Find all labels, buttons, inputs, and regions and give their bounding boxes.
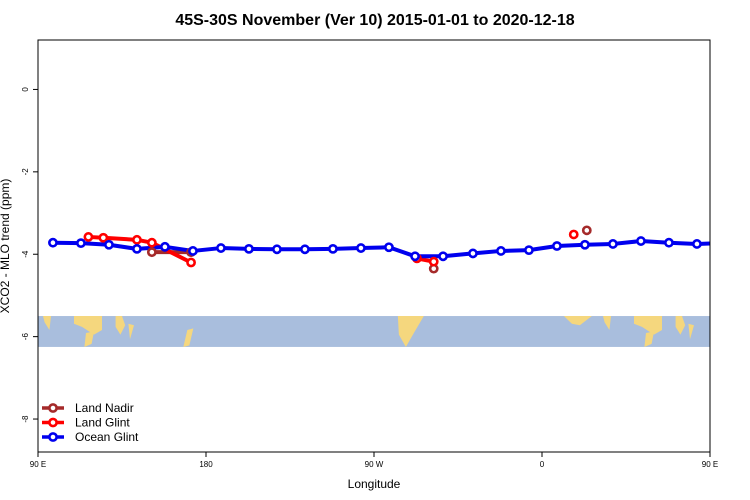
data-point — [428, 256, 439, 267]
legend-marker — [48, 432, 58, 442]
data-point — [216, 243, 226, 253]
series-layer — [48, 225, 728, 274]
map-ocean — [38, 316, 710, 347]
map-land-shape — [43, 316, 51, 330]
x-tick-label: 90 W — [365, 460, 384, 469]
data-point — [356, 243, 366, 253]
data-point — [468, 248, 478, 259]
map-land-shape — [688, 323, 694, 340]
map-strip — [38, 316, 710, 347]
map-land-shape — [84, 331, 94, 347]
data-point — [636, 236, 646, 246]
y-tick-label: -2 — [21, 168, 30, 176]
x-tick-label: 0 — [540, 460, 545, 469]
legend-label: Ocean Glint — [75, 430, 139, 444]
data-point — [272, 244, 282, 255]
data-point — [328, 243, 338, 254]
chart-title: 45S-30S November (Ver 10) 2015-01-01 to … — [175, 12, 574, 29]
data-point — [721, 240, 728, 247]
data-point — [146, 247, 157, 258]
map-land-shape — [115, 316, 126, 335]
data-point — [104, 239, 114, 250]
data-point — [608, 239, 618, 249]
y-axis-label: XCO2 - MLO trend (ppm) — [0, 179, 12, 314]
map-land-shape — [675, 316, 686, 335]
map-land-shape — [563, 316, 592, 326]
data-point — [581, 225, 592, 236]
x-tick-label: 180 — [199, 460, 213, 469]
data-point — [76, 238, 86, 249]
data-point — [384, 242, 394, 253]
y-tick-label: -4 — [21, 250, 30, 258]
map-land-shape — [74, 316, 102, 335]
data-point — [552, 241, 562, 251]
y-tick-label: -6 — [21, 333, 30, 341]
data-point — [186, 257, 196, 268]
data-point — [438, 251, 448, 262]
map-land-shape — [128, 323, 134, 340]
y-tick-label: -8 — [21, 415, 30, 423]
map-land-shape — [397, 316, 424, 347]
data-point — [160, 241, 170, 252]
data-point — [664, 237, 674, 248]
map-land — [43, 316, 694, 347]
data-point — [580, 239, 590, 250]
data-point — [524, 245, 534, 256]
data-point — [568, 229, 579, 240]
data-point — [83, 232, 94, 242]
data-point — [48, 237, 58, 248]
data-point — [496, 246, 506, 256]
x-tick-label: 90 E — [702, 460, 718, 469]
legend-label: Land Glint — [75, 416, 130, 430]
map-land-shape — [603, 316, 611, 330]
legend-marker — [48, 417, 58, 428]
y-tick-label: 0 — [21, 87, 30, 92]
data-point — [146, 237, 157, 248]
legend-label: Land Nadir — [75, 401, 134, 415]
x-axis-label: Longitude — [348, 477, 401, 491]
data-point — [188, 246, 198, 256]
map-land-shape — [183, 328, 194, 347]
data-point — [98, 232, 109, 243]
y-axis: 0 -2 -4 -6 -8 — [21, 87, 38, 423]
data-point — [132, 243, 142, 254]
data-point — [410, 251, 420, 262]
data-point — [300, 244, 310, 255]
data-point — [244, 243, 254, 254]
map-land-shape — [644, 331, 654, 347]
x-axis: 90 E 180 90 W 0 90 E — [30, 452, 718, 469]
data-point — [132, 234, 142, 245]
legend-marker — [48, 403, 58, 413]
map-land-shape — [634, 316, 662, 335]
data-point — [692, 239, 702, 249]
x-tick-label: 90 E — [30, 460, 46, 469]
